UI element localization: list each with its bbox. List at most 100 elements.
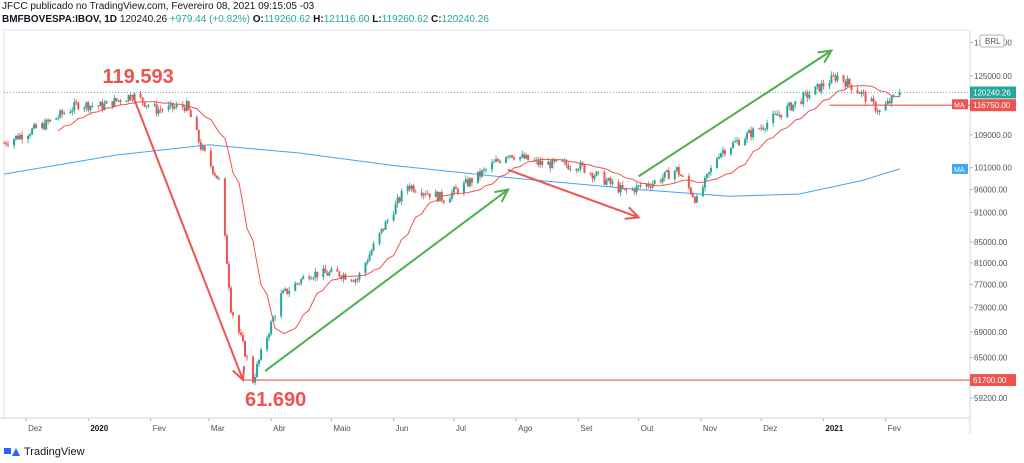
candle-body	[569, 168, 572, 170]
candle-body	[679, 174, 682, 176]
candle-body	[523, 154, 526, 159]
candle-body	[450, 192, 453, 199]
x-tick-label: Jul	[456, 424, 466, 433]
candle-body	[15, 135, 18, 140]
candle-body	[808, 94, 811, 98]
low-label: L:	[372, 14, 382, 25]
candle-body	[328, 272, 331, 276]
candle-body	[549, 161, 552, 169]
candle-body	[111, 101, 114, 107]
candle-body	[766, 122, 769, 130]
footer-brand: TradingView	[24, 446, 85, 458]
candle-body	[243, 341, 246, 357]
candles-layer	[3, 71, 901, 386]
candle-body	[209, 150, 212, 167]
candle-body	[721, 150, 724, 154]
candle-body	[344, 274, 347, 280]
candle-body	[667, 170, 670, 180]
candle-body	[579, 162, 582, 170]
candle-body	[300, 279, 303, 284]
ma-tag-text: MA	[954, 102, 965, 109]
candle-body	[197, 130, 200, 142]
candle-body	[687, 176, 690, 188]
candle-body	[171, 103, 174, 109]
trend-arrow-3-head	[624, 206, 641, 220]
candle-body	[790, 102, 793, 111]
candle-body	[316, 271, 319, 277]
price-chart[interactable]: 119.593 61.690 135000.00125000.00117000.0…	[0, 0, 1024, 444]
candle-body	[113, 98, 116, 107]
candle-body	[19, 134, 22, 140]
candle-body	[312, 277, 315, 279]
candle-body	[619, 184, 622, 193]
candle-body	[631, 188, 634, 191]
candle-body	[256, 364, 259, 378]
candle-body	[597, 171, 600, 173]
candle-body	[820, 83, 823, 92]
candle-body	[336, 268, 339, 272]
drawings-layer: 119.593 61.690	[103, 49, 970, 411]
high-label: H:	[313, 14, 324, 25]
footer: TradingView	[4, 444, 85, 460]
symbol-name[interactable]: BMFBOVESPA:IBOV, 1D	[2, 14, 118, 25]
candle-body	[647, 184, 650, 187]
candle-body	[3, 142, 5, 144]
price-label-box	[970, 374, 1016, 387]
candle-body	[27, 135, 30, 140]
candle-body	[101, 101, 104, 110]
plot-frame	[3, 29, 971, 419]
candle-body	[561, 160, 564, 162]
candle-body	[551, 159, 554, 169]
candle-body	[509, 155, 512, 157]
high-value: 121116.60	[323, 14, 370, 25]
candle-body	[744, 139, 747, 146]
candle-body	[354, 279, 357, 282]
candle-body	[555, 160, 558, 162]
candle-body	[201, 146, 204, 150]
candle-body	[456, 188, 459, 194]
y-tick-label: 81000.00	[974, 259, 1008, 268]
candle-body	[818, 84, 821, 92]
trend-arrow-4-shaft	[638, 49, 832, 178]
candle-body	[378, 232, 381, 244]
candle-body	[368, 254, 371, 262]
candle-body	[239, 332, 242, 336]
x-tick-label: Dez	[28, 424, 42, 433]
candle-body	[876, 111, 879, 113]
candle-body	[653, 180, 656, 184]
candle-body	[495, 159, 498, 162]
candle-body	[302, 276, 305, 280]
candle-body	[229, 287, 232, 313]
candle-body	[414, 191, 417, 193]
candle-body	[507, 156, 510, 158]
candle-body	[591, 173, 594, 179]
candle-body	[462, 182, 465, 194]
price-axis[interactable]: 135000.00125000.00117000.00109000.001010…	[952, 34, 1016, 403]
candle-body	[167, 105, 170, 110]
candle-body	[806, 92, 809, 98]
candle-body	[185, 101, 188, 112]
candle-body	[822, 83, 825, 87]
candle-body	[539, 160, 542, 165]
candle-body	[846, 78, 849, 87]
candle-body	[772, 113, 775, 123]
low-value: 119260.62	[381, 14, 429, 25]
candle-body	[541, 160, 544, 165]
candle-body	[161, 109, 164, 111]
price-label-text: 61700.00	[973, 376, 1007, 385]
candle-body	[603, 171, 606, 185]
candle-body	[780, 114, 783, 118]
close-value: 120240.26	[441, 14, 489, 25]
candle-body	[35, 124, 38, 129]
candle-body	[143, 102, 146, 107]
candle-body	[428, 193, 431, 198]
candle-body	[199, 141, 202, 150]
candle-body	[788, 102, 791, 106]
time-axis[interactable]: Dez 2020 Fev Mar Abr Maio Jun Jul Ago Set Out Nov De…	[25, 418, 901, 433]
last-price: 120240.26	[119, 14, 168, 25]
candle-body	[45, 119, 48, 130]
annotation-high: 119.593	[103, 66, 174, 88]
candle-body	[282, 290, 285, 294]
candle-body	[211, 166, 214, 174]
y-tick-label: 59200.00	[974, 394, 1008, 403]
